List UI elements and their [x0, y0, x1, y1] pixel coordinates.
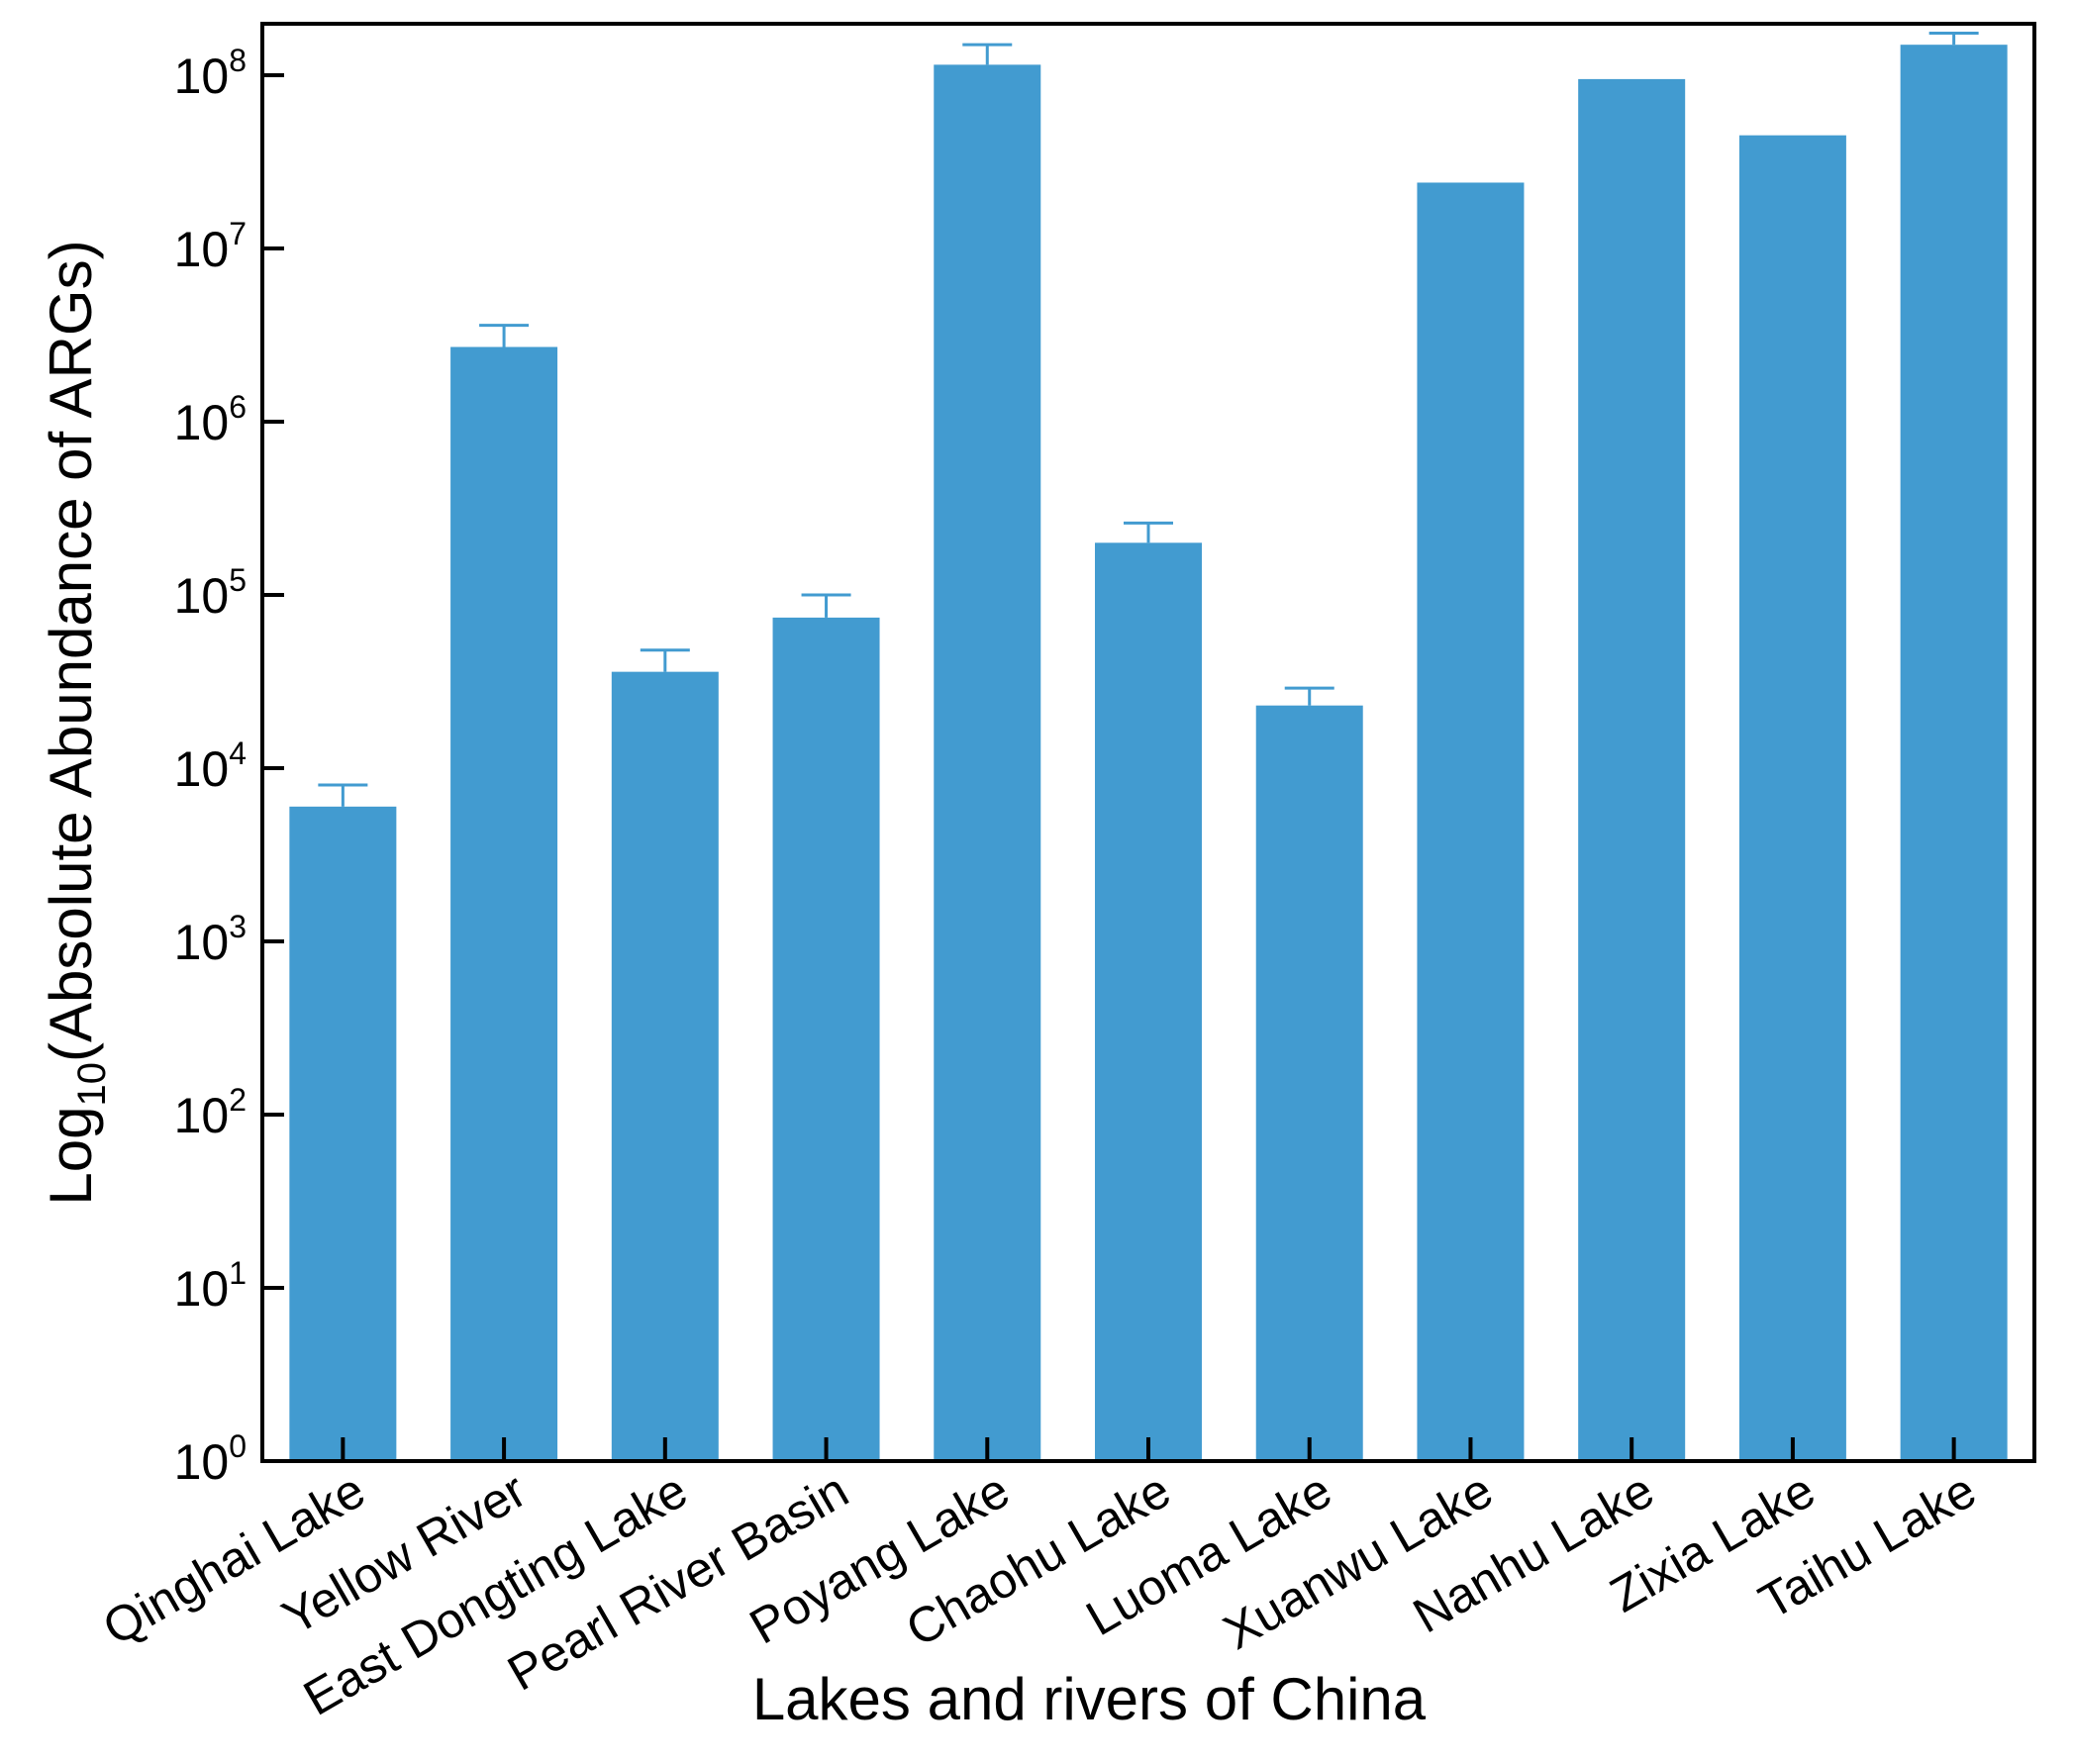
x-axis-title: Lakes and rivers of China [752, 1666, 1427, 1732]
bar-10 [1738, 135, 1846, 1462]
bar-6 [1095, 542, 1202, 1461]
y-tick-label: 103 [174, 909, 247, 970]
bar-1 [289, 806, 397, 1461]
y-tick-label: 106 [174, 389, 247, 450]
y-tick-label: 101 [174, 1255, 247, 1317]
y-axis-title: Log10(Absolute Abundance of ARGs) [38, 240, 114, 1205]
y-tick-label: 100 [174, 1428, 247, 1490]
bar-5 [934, 64, 1041, 1461]
y-axis: 100 101 102 103 104 105 106 107 108 [174, 43, 284, 1490]
y-axis-title-rest: (Absolute Abundance of ARGs) [38, 240, 104, 1062]
bars [289, 45, 2008, 1462]
bar-7 [1255, 705, 1363, 1461]
y-axis-title-prefix: Log [38, 1106, 104, 1205]
x-tick-label: Xuanwu Lake [1215, 1462, 1502, 1660]
y-tick-label: 108 [174, 43, 247, 104]
bar-4 [772, 617, 880, 1461]
bar-2 [450, 346, 558, 1461]
bar-8 [1417, 182, 1525, 1462]
bar-3 [611, 671, 719, 1461]
y-axis-title-subscript: 10 [70, 1062, 114, 1107]
bar-11 [1900, 45, 2008, 1461]
y-tick-label: 107 [174, 216, 247, 277]
error-bars [318, 31, 1979, 807]
y-tick-label: 105 [174, 562, 247, 624]
y-tick-label: 102 [174, 1082, 247, 1143]
bar-9 [1578, 78, 1686, 1462]
y-tick-label: 104 [174, 735, 247, 797]
